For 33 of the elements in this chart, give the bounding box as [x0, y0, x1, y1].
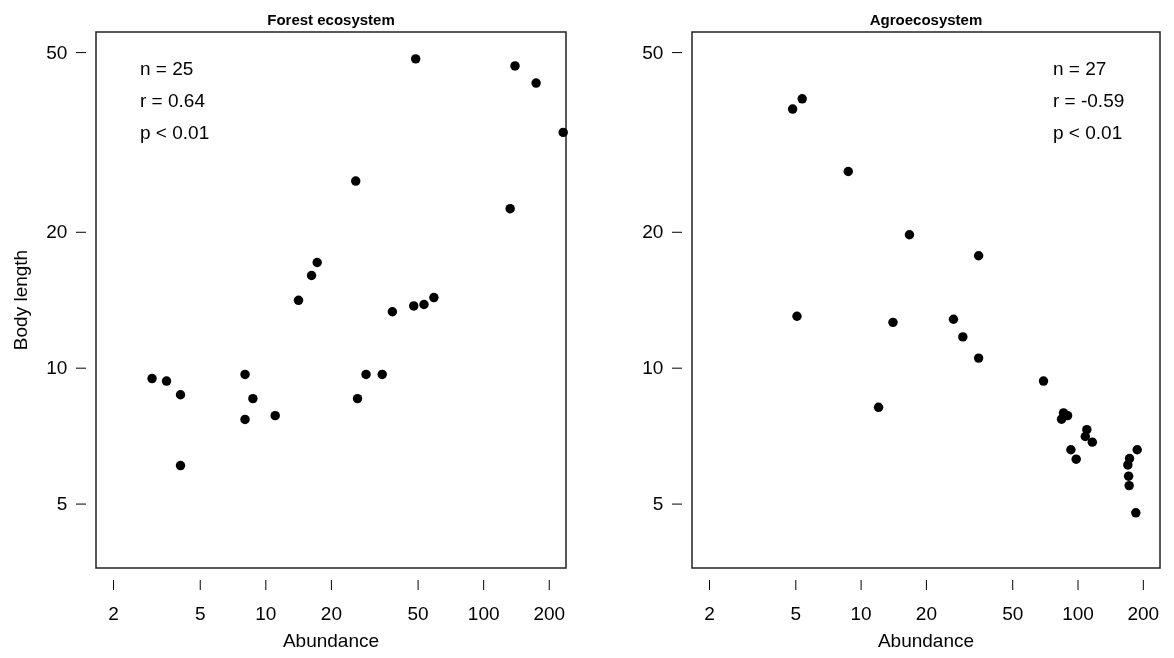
- y-axis-title: Body length: [10, 249, 31, 351]
- x-tick-label: 20: [320, 602, 342, 624]
- y-tick-label: 50: [642, 41, 664, 63]
- x-tick-label: 10: [255, 602, 277, 624]
- annotation: n = 25: [140, 58, 194, 79]
- annotation: r = -0.59: [1053, 90, 1125, 111]
- chart-title: Forest ecosystem: [267, 11, 395, 28]
- chart-title: Agroecosystem: [869, 11, 983, 28]
- y-tick-label: 20: [46, 221, 68, 243]
- x-axis-title: Abundance: [877, 630, 975, 651]
- y-tick-label: 5: [56, 493, 68, 515]
- annotation: n = 27: [1053, 58, 1107, 79]
- x-tick-label: 50: [407, 602, 429, 624]
- x-tick-label: 200: [533, 602, 566, 624]
- x-tick-label: 20: [915, 602, 937, 624]
- y-tick-label: 50: [46, 41, 68, 63]
- x-tick-label: 5: [790, 602, 802, 624]
- y-tick-label: 20: [642, 221, 664, 243]
- y-tick-label: 10: [642, 357, 664, 379]
- x-tick-label: 100: [467, 602, 500, 624]
- x-tick-label: 2: [704, 602, 715, 624]
- annotation: p < 0.01: [140, 122, 210, 143]
- annotation: r = 0.64: [140, 90, 206, 111]
- annotation: p < 0.01: [1053, 122, 1123, 143]
- y-tick-label: 10: [46, 357, 68, 379]
- x-axis-title: Abundance: [282, 630, 380, 651]
- x-tick-label: 5: [194, 602, 206, 624]
- x-tick-label: 100: [1062, 602, 1094, 624]
- x-tick-label: 2: [108, 602, 119, 624]
- x-tick-label: 50: [1002, 602, 1024, 624]
- x-tick-label: 10: [850, 602, 872, 624]
- x-tick-label: 200: [1127, 602, 1160, 624]
- y-tick-label: 5: [652, 493, 664, 515]
